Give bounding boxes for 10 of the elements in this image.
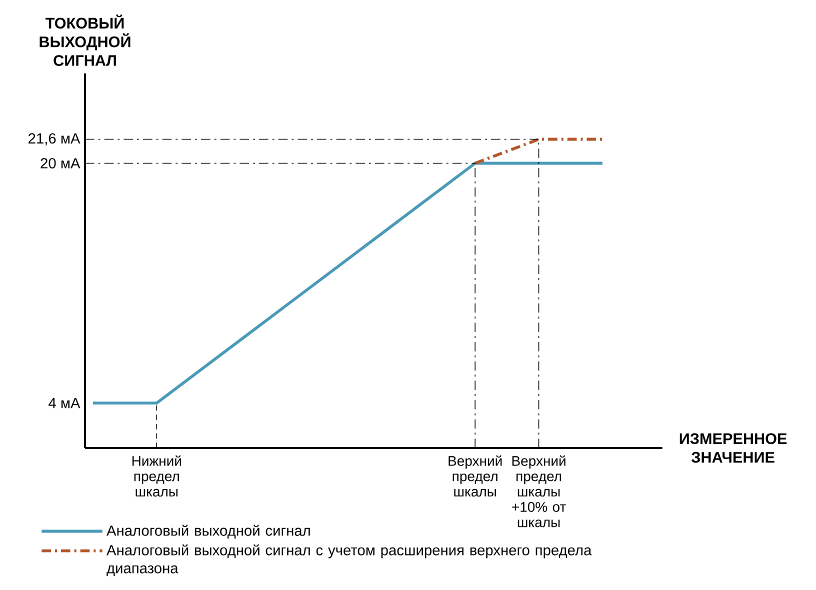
y-tick-label: 21,6 мА	[28, 133, 80, 146]
x-tick-label: Нижний предел шкалы	[132, 455, 182, 497]
y-tick-label: 4 мА	[48, 398, 80, 408]
x-tick-label: Верхний предел шкалы	[448, 455, 502, 497]
x-tick-label: Верхний предел шкалы +10% от шкалы	[512, 455, 566, 528]
legend-label: Аналоговый выходной сигнал	[106, 524, 310, 539]
x-axis-title: ИЗМЕРЕННОЕ ЗНАЧЕНИЕ	[680, 433, 787, 463]
y-tick-label: 20 мА	[40, 158, 80, 168]
y-axis-title: ТОКОВЫЙ ВЫХОДНОЙ СИГНАЛ	[40, 14, 130, 66]
legend-label: Аналоговый выходной сигнал с учетом расширения верхнего предела диапазона	[106, 544, 592, 576]
